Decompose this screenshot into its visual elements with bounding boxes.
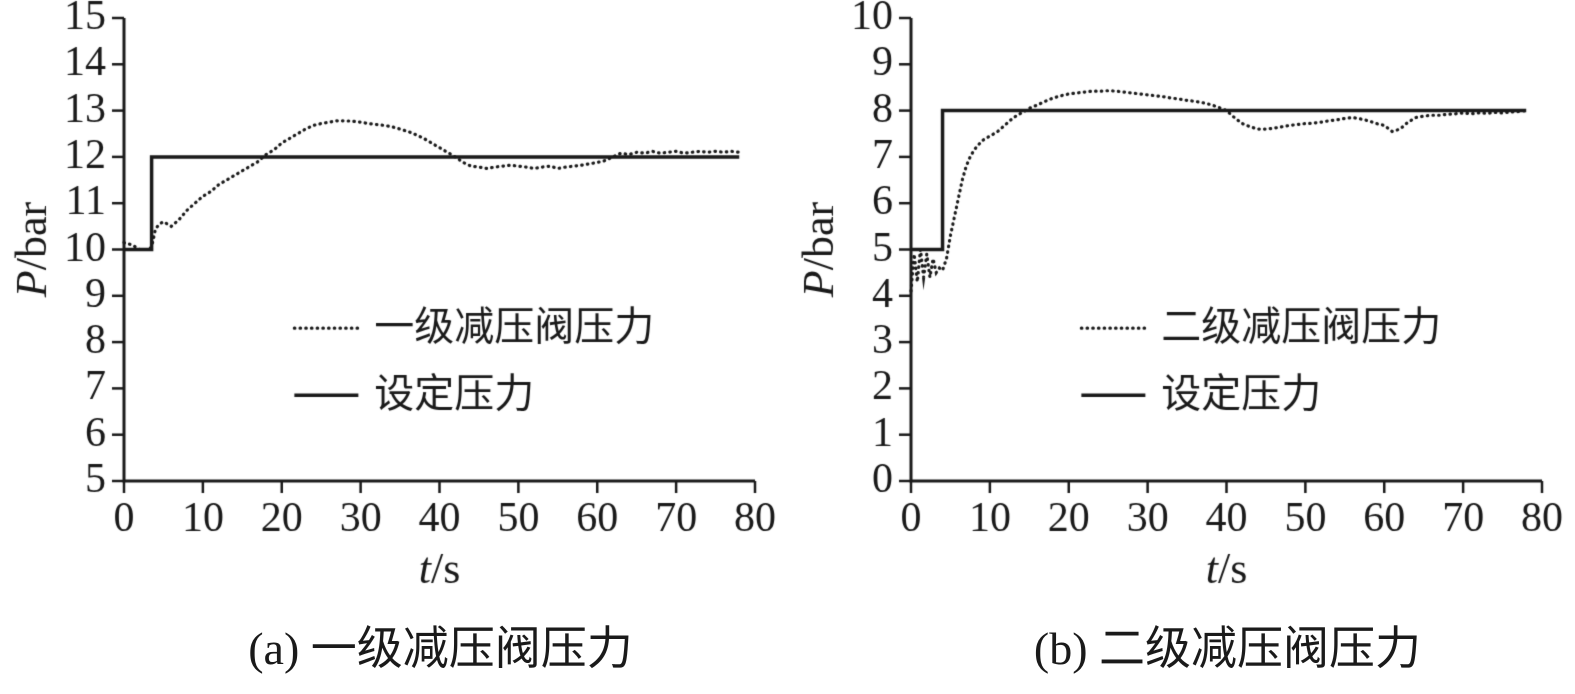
chart-panel-a: (a) 一级减压阀压力 <box>0 0 787 694</box>
chart-a-canvas <box>0 0 787 595</box>
chart-b-caption: (b) 二级减压阀压力 <box>1033 622 1422 674</box>
chart-b-canvas <box>787 0 1574 595</box>
chart-a-caption: (a) 一级减压阀压力 <box>248 622 633 674</box>
chart-panel-b: (b) 二级减压阀压力 <box>787 0 1574 694</box>
